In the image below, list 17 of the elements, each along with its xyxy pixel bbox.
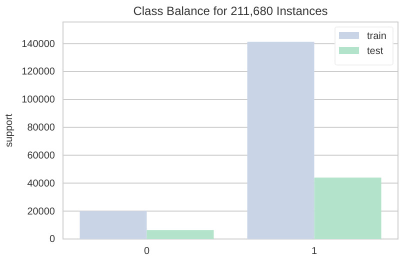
bar: [146, 230, 214, 239]
y-axis-title: support: [4, 114, 15, 148]
y-tick-label: 20000: [27, 206, 56, 218]
chart-title: Class Balance for 211,680 Instances: [133, 4, 328, 18]
y-tick-label: 140000: [22, 38, 56, 50]
y-tick-label: 100000: [22, 94, 56, 106]
y-tick-label: 60000: [27, 150, 56, 162]
legend-label: train: [367, 31, 386, 42]
y-tick-label: 0: [49, 234, 56, 246]
x-tick-label: 1: [311, 246, 318, 258]
bar: [80, 211, 147, 239]
legend-label: test: [367, 46, 384, 57]
bar: [314, 178, 382, 239]
y-tick-label: 120000: [22, 66, 56, 78]
y-tick-label: 80000: [27, 122, 56, 134]
y-tick-label: 40000: [27, 178, 56, 190]
bar: [247, 42, 314, 239]
